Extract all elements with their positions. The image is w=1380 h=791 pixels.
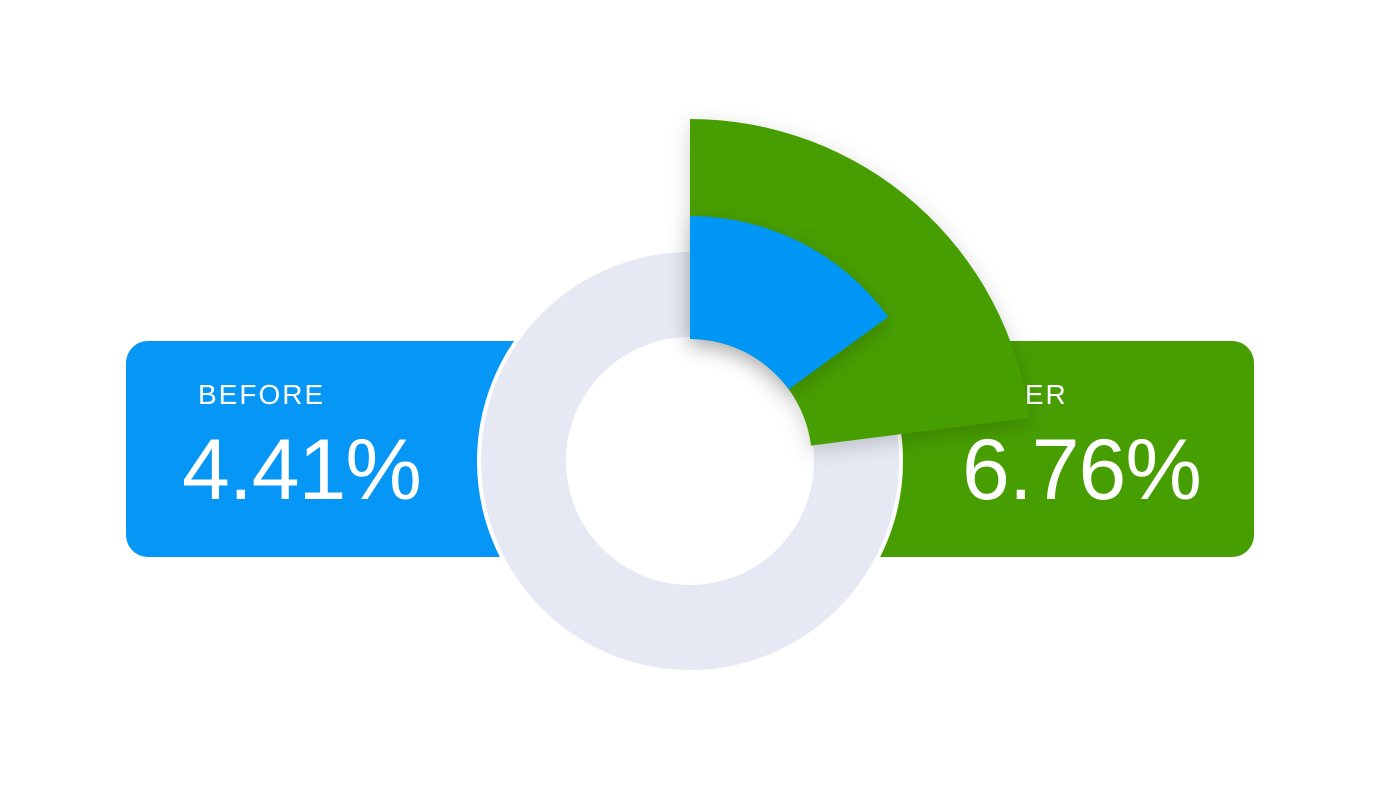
after-value: 6.76% [962, 422, 1202, 518]
before-value: 4.41% [182, 422, 422, 518]
before-label: BEFORE [198, 379, 326, 410]
before-wedge [690, 216, 889, 390]
before-card: BEFORE 4.41% [126, 341, 546, 557]
